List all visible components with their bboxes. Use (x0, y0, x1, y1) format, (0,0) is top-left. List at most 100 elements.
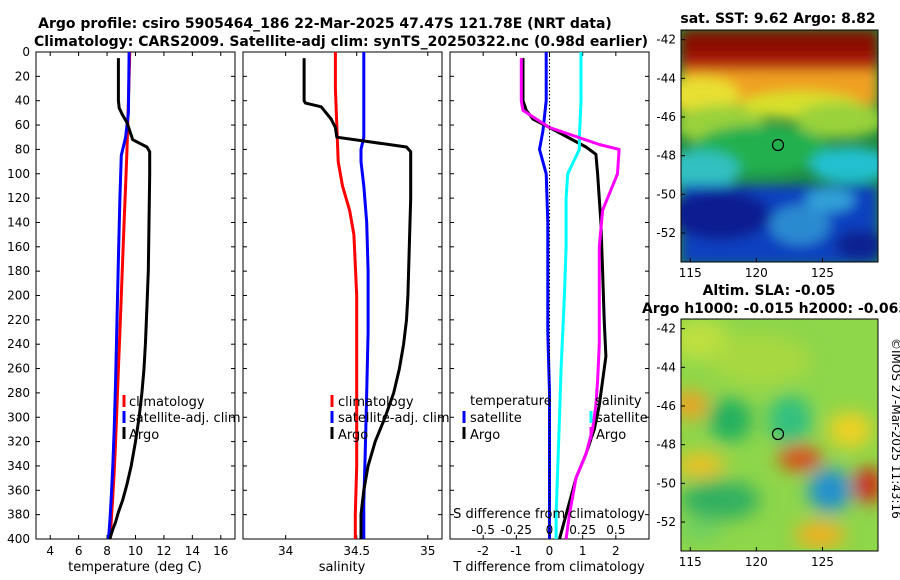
map-y-tick-label: -46 (656, 399, 676, 413)
legend-climatology: climatology (129, 395, 205, 410)
x-tick-label: 16 (213, 544, 228, 558)
series-line-argo (302, 58, 413, 539)
y-tick-label: 40 (15, 94, 30, 108)
difference-plot: -2 -1 0 1 2 (477, 52, 621, 558)
x-tick-label: -2 (477, 544, 489, 558)
y-tick-label: 400 (7, 532, 30, 546)
sst-map-frame (680, 29, 879, 263)
difference-xlabel: T difference from climatology (452, 560, 645, 575)
map-y-tick-label: -42 (656, 322, 676, 336)
map-x-tick-label: 115 (679, 266, 702, 280)
sst-map-title: sat. SST: 9.62 Argo: 8.82 (680, 11, 875, 27)
sst-argo-position-marker (771, 138, 785, 152)
y-tick-label: 0 (22, 45, 30, 59)
sla-argo-position-marker (771, 427, 785, 441)
y-tick-label: 340 (7, 459, 30, 473)
legend-s-argo: Argo (596, 428, 626, 443)
y-tick-label: 80 (15, 142, 30, 156)
map-x-tick-label: 125 (811, 555, 834, 569)
x-tick-label: 2 (612, 544, 620, 558)
y-tick-label: 200 (7, 289, 30, 303)
s-tick-label: -0.25 (501, 523, 532, 537)
sla-map-image (681, 319, 878, 551)
s-tick-label: -0.5 (471, 523, 494, 537)
map-x-tick-label: 115 (679, 555, 702, 569)
series-line-climatology (333, 52, 359, 539)
legend-temperature-heading: temperature (470, 394, 552, 409)
salinity-plot: 34 34.5 35 (278, 52, 435, 558)
s-difference-ticks: -0.5 -0.25 0 0.25 0.5 (471, 523, 625, 537)
series-line-s-satellite (554, 52, 583, 539)
x-tick-label: 8 (103, 544, 111, 558)
x-tick-label: 4 (46, 544, 54, 558)
map-y-tick-label: -52 (656, 226, 676, 240)
legend-climatology: climatology (338, 395, 414, 410)
y-tick-label: 380 (7, 508, 30, 522)
temperature-axes (35, 51, 236, 540)
figure-title-line1: Argo profile: csiro 5905464_186 22-Mar-2… (38, 16, 612, 32)
series-line-satellite-adj-clim (107, 51, 131, 540)
x-tick-label: 34.5 (343, 544, 370, 558)
x-tick-label: 34 (278, 544, 293, 558)
s-tick-label: 0 (546, 523, 554, 537)
series-line-argo (108, 58, 152, 540)
map-y-tick-label: -50 (656, 476, 676, 490)
legend-satellite: satellite-adj. clim (129, 411, 241, 426)
y-tick-label: 320 (7, 435, 30, 449)
y-tick-label: 220 (7, 313, 30, 327)
series-line-satellite-adj-clim (359, 52, 370, 539)
map-x-tick-label: 120 (745, 266, 768, 280)
map-y-tick-label: -52 (656, 515, 676, 529)
map-y-tick-label: -46 (656, 110, 676, 124)
sla-map-axes: 115 120 125 -42 -44 -46 -48 -50 -52 (656, 322, 834, 569)
salinity-axes (242, 51, 443, 540)
sst-map-image (681, 30, 878, 262)
s-difference-label: S difference from climatology (453, 507, 645, 522)
y-tick-label: 280 (7, 386, 30, 400)
x-tick-label: 0 (546, 544, 554, 558)
temperature-xlabel: temperature (deg C) (68, 560, 202, 575)
legend-t-satellite: satellite (470, 411, 522, 426)
sst-map-axes: 115 120 125 -42 -44 -46 -48 -50 -52 (656, 33, 834, 280)
x-tick-label: 14 (185, 544, 200, 558)
map-y-tick-label: -48 (656, 149, 676, 163)
x-tick-label: 1 (579, 544, 587, 558)
map-y-tick-label: -50 (656, 187, 676, 201)
y-tick-label: 140 (7, 215, 30, 229)
s-tick-label: 0.5 (606, 523, 625, 537)
legend-argo: Argo (338, 428, 368, 443)
map-y-tick-label: -44 (656, 71, 676, 85)
legend-satellite: satellite-adj. clim (338, 411, 450, 426)
x-tick-label: 10 (128, 544, 143, 558)
map-y-tick-label: -48 (656, 438, 676, 452)
salinity-xlabel: salinity (319, 560, 366, 575)
y-tick-label: 240 (7, 337, 30, 351)
y-tick-label: 160 (7, 240, 30, 254)
legend-argo: Argo (129, 428, 159, 443)
x-tick-label: 6 (75, 544, 83, 558)
y-tick-label: 120 (7, 191, 30, 205)
y-tick-label: 60 (15, 118, 30, 132)
y-tick-label: 300 (7, 410, 30, 424)
y-tick-label: 260 (7, 362, 30, 376)
map-y-tick-label: -42 (656, 33, 676, 47)
sla-map-frame (680, 318, 879, 552)
s-tick-label: 0.25 (569, 523, 596, 537)
legend-s-satellite: satellite (596, 411, 648, 426)
depth-axis: 0 20 40 60 80 100 120 140 160 180 200 220 240 260 280 3… (7, 45, 649, 546)
salinity-legend: climatology satellite-adj. clim Argo (330, 395, 450, 443)
map-x-tick-label: 125 (811, 266, 834, 280)
imos-timestamp: ©IMOS 27-Mar-2025 11:43:16 (889, 338, 900, 519)
x-tick-label: -1 (510, 544, 522, 558)
series-line-climatology (108, 51, 132, 540)
sla-map-title-line2: Argo h1000: -0.015 h2000: -0.065 (642, 301, 900, 317)
y-tick-label: 180 (7, 264, 30, 278)
temperature-legend: climatology satellite-adj. clim Argo (122, 395, 241, 443)
map-y-tick-label: -44 (656, 360, 676, 374)
temperature-plot: 4 6 8 10 12 14 16 (46, 51, 228, 558)
difference-legend: temperature satellite Argo salinity sate… (462, 394, 648, 443)
map-x-tick-label: 120 (745, 555, 768, 569)
x-tick-label: 35 (420, 544, 435, 558)
y-tick-label: 360 (7, 483, 30, 497)
